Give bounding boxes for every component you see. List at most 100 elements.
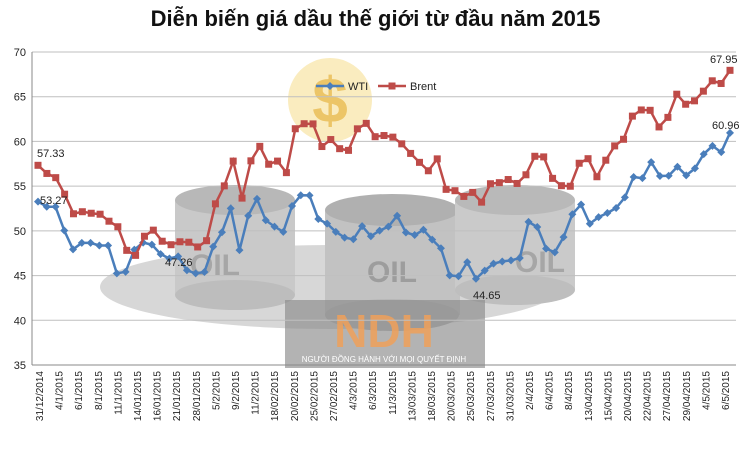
wti-point: [401, 228, 410, 237]
brent-point: [646, 106, 654, 114]
y-tick-label: 65: [14, 92, 26, 104]
brent-point: [87, 209, 95, 217]
data-label: 53.27: [40, 195, 68, 207]
wti-point: [480, 266, 489, 275]
wti-point: [366, 232, 375, 241]
data-label: 57.33: [37, 148, 65, 160]
dollar-coin-icon: $: [288, 58, 372, 142]
brent-point: [336, 145, 344, 153]
brent-point: [628, 112, 636, 120]
brent-point: [602, 156, 610, 164]
x-tick-label: 18/02/2015: [270, 371, 281, 421]
ndh-tagline: NGƯỜI ĐỒNG HÀNH VỚI MỌI QUYẾT ĐỊNH: [302, 354, 467, 364]
wti-point: [112, 269, 121, 278]
wti-point: [165, 254, 174, 263]
brent-point: [149, 226, 157, 234]
x-tick-label: 8/4/2015: [564, 371, 575, 410]
x-tick-label: 8/1/2015: [94, 371, 105, 410]
y-tick-label: 40: [14, 315, 26, 327]
brent-point: [220, 182, 228, 190]
wti-point: [708, 141, 717, 150]
brent-point: [274, 157, 282, 165]
wti-point: [550, 248, 559, 257]
brent-point: [549, 174, 557, 182]
wti-point: [533, 223, 542, 232]
brent-point: [380, 132, 388, 140]
brent-point: [158, 237, 166, 245]
brent-point: [726, 66, 734, 74]
brent-point: [486, 180, 494, 188]
x-tick-label: 5/2/2015: [211, 371, 222, 410]
x-tick-label: 4/1/2015: [55, 371, 66, 410]
wti-point: [279, 227, 288, 236]
brent-point: [664, 113, 672, 121]
legend: WTI Brent: [316, 81, 436, 93]
brent-point: [194, 243, 202, 251]
brent-point: [495, 179, 503, 187]
legend-brent-marker: [388, 82, 396, 90]
wti-point: [524, 217, 533, 226]
wti-point: [217, 228, 226, 237]
wti-point: [515, 253, 524, 262]
brent-point: [415, 158, 423, 166]
ndh-logo-text: NDH: [334, 305, 434, 357]
wti-point: [209, 242, 218, 251]
wti-point: [305, 191, 314, 200]
wti-point: [620, 193, 629, 202]
brent-point: [566, 182, 574, 190]
x-tick-label: 4/3/2015: [349, 371, 360, 410]
wti-point: [288, 201, 297, 210]
brent-point: [167, 241, 175, 249]
wti-point: [507, 256, 516, 265]
wti-point: [410, 231, 419, 240]
brent-point: [717, 79, 725, 87]
y-tick-label: 35: [14, 360, 26, 372]
brent-point: [398, 140, 406, 148]
brent-point: [247, 157, 255, 165]
wti-point: [690, 164, 699, 173]
wti-point: [51, 202, 60, 211]
x-tick-label: 29/04/2015: [682, 371, 693, 421]
legend-wti-marker: [326, 82, 334, 90]
brent-point: [691, 97, 699, 105]
x-tick-label: 11/3/2015: [388, 371, 399, 415]
x-tick-label: 11/1/2015: [113, 371, 124, 415]
brent-point: [291, 125, 299, 133]
wti-point: [699, 150, 708, 159]
brent-point: [611, 142, 619, 150]
wti-point: [34, 197, 42, 206]
x-tick-label: 28/01/2015: [192, 371, 203, 421]
wti-point: [86, 238, 95, 247]
wti-point: [226, 204, 235, 213]
x-tick-label: 22/04/2015: [643, 371, 654, 421]
wti-point: [244, 211, 253, 220]
wti-point: [156, 250, 165, 259]
brent-point: [61, 190, 69, 198]
series-layer: [34, 66, 734, 283]
wti-point: [121, 267, 130, 276]
brent-point: [345, 146, 353, 154]
wti-point: [568, 210, 577, 219]
brent-point: [575, 159, 583, 167]
x-tick-label: 20/03/2015: [447, 371, 458, 421]
brent-point: [176, 238, 184, 246]
oil-barrel-left: [175, 185, 295, 310]
wti-point: [682, 171, 691, 180]
x-tick-label: 6/5/2015: [721, 371, 732, 410]
x-tick-label: 11/2/2015: [251, 371, 262, 415]
x-tick-label: 13/03/2015: [407, 371, 418, 421]
background-illustration: OIL OIL OIL $: [100, 58, 575, 331]
brent-point: [655, 123, 663, 131]
wti-point: [314, 215, 323, 224]
y-tick-label: 70: [14, 47, 26, 59]
wti-point: [182, 266, 191, 275]
wti-point: [69, 245, 78, 254]
wti-point: [261, 216, 270, 225]
wti-point: [147, 240, 156, 249]
wti-point: [603, 208, 612, 217]
brent-point: [513, 179, 521, 187]
svg-text:$: $: [312, 64, 348, 136]
brent-point: [300, 120, 308, 128]
x-tick-label: 2/4/2015: [525, 371, 536, 410]
